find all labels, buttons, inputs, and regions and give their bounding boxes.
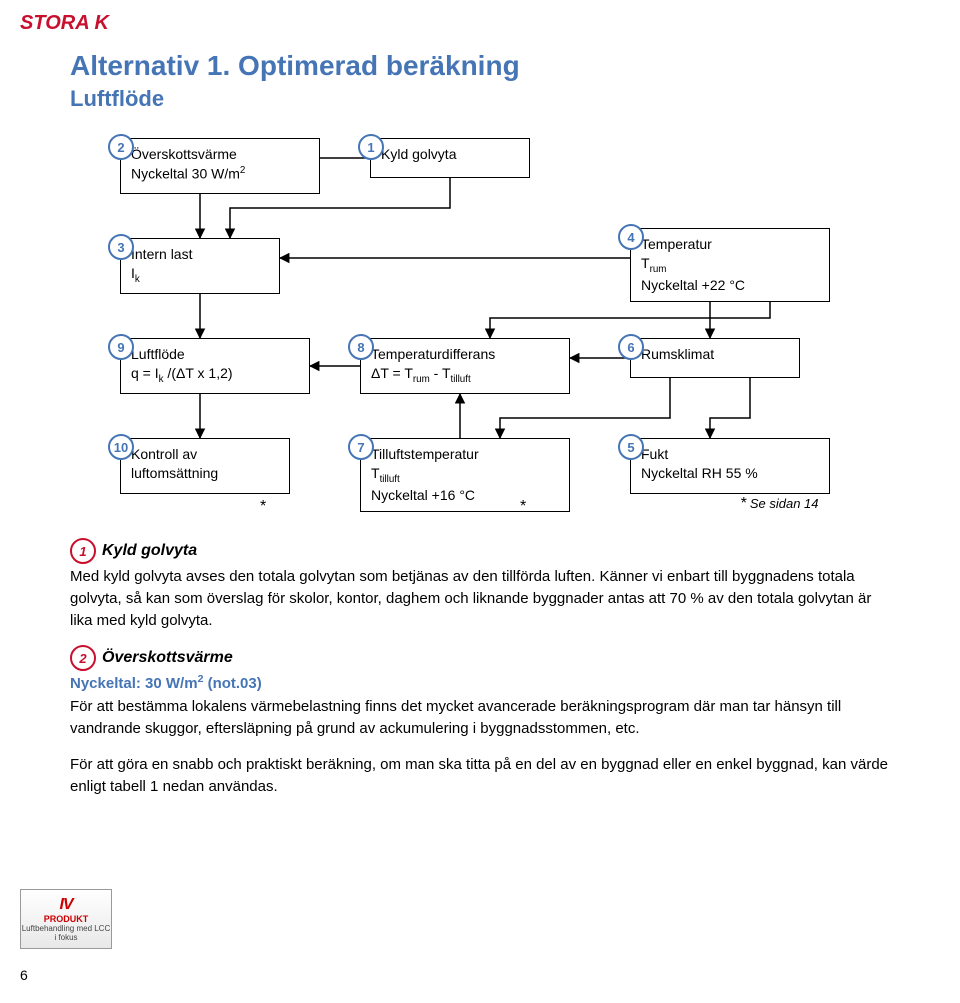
section-title: Överskottsvärme	[102, 649, 233, 667]
diagram-star: *	[260, 498, 266, 516]
node-line: Kontroll av	[131, 445, 279, 464]
footnote: * Se sidan 14	[740, 495, 819, 513]
section-title: Kyld golvyta	[102, 542, 197, 560]
node-n6: Rumsklimat	[630, 338, 800, 378]
section-head: 2 Överskottsvärme	[70, 645, 890, 671]
node-line: Fukt	[641, 445, 819, 464]
node-line: Överskottsvärme	[131, 145, 309, 164]
flowchart: ÖverskottsvärmeNyckeltal 30 W/m22Kyld go…	[70, 128, 850, 508]
section-number: 1	[70, 538, 96, 564]
section-number: 2	[70, 645, 96, 671]
logo-big: IV	[59, 896, 72, 914]
footnote-star: *	[740, 495, 746, 512]
node-number: 9	[108, 334, 134, 360]
node-number: 1	[358, 134, 384, 160]
edge-n4-n8	[490, 300, 710, 338]
node-n8: TemperaturdifferansΔT = Trum - Ttilluft	[360, 338, 570, 394]
node-number: 3	[108, 234, 134, 260]
section-paragraph: Med kyld golvyta avses den totala golvyt…	[70, 566, 890, 631]
node-n3: Intern lastIk	[120, 238, 280, 294]
node-line: Tilluftstemperatur	[371, 445, 559, 464]
footer-logo: IV PRODUKT Luftbehandling med LCC i foku…	[20, 889, 112, 949]
body-sections: 1 Kyld golvyta Med kyld golvyta avses den …	[70, 538, 890, 797]
node-line: Nyckeltal +16 °C	[371, 486, 559, 505]
section-nyckel: Nyckeltal: 30 W/m2 (not.03)	[70, 673, 890, 692]
node-line: Luftflöde	[131, 345, 299, 364]
edge-n4-n6	[710, 300, 770, 338]
page: STORA K Alternativ 1. Optimerad beräknin…	[0, 0, 960, 1003]
node-number: 8	[348, 334, 374, 360]
node-n7: TilluftstemperaturTtilluftNyckeltal +16 …	[360, 438, 570, 512]
node-line: q = Ik /(ΔT x 1,2)	[131, 364, 299, 386]
edge-n6-n5	[710, 378, 750, 438]
node-line: Trum	[641, 254, 819, 276]
node-line: Temperatur	[641, 235, 819, 254]
section-head: 1 Kyld golvyta	[70, 538, 890, 564]
node-line: Ik	[131, 264, 269, 286]
node-number: 5	[618, 434, 644, 460]
page-number: 6	[20, 967, 28, 983]
node-n10: Kontroll avluftomsättning	[120, 438, 290, 494]
node-line: Nyckeltal +22 °C	[641, 276, 819, 295]
node-number: 4	[618, 224, 644, 250]
node-line: Nyckeltal RH 55 %	[641, 464, 819, 483]
node-line: Nyckeltal 30 W/m2	[131, 164, 309, 184]
node-n4: TemperaturTrumNyckeltal +22 °C	[630, 228, 830, 302]
node-line: Temperaturdifferans	[371, 345, 559, 364]
node-number: 6	[618, 334, 644, 360]
section-paragraph: För att bestämma lokalens värmebelastnin…	[70, 696, 890, 740]
node-n5: FuktNyckeltal RH 55 %	[630, 438, 830, 494]
section-paragraph: För att göra en snabb och praktiskt berä…	[70, 754, 890, 798]
brand-title: STORA K	[20, 12, 109, 35]
node-line: luftomsättning	[131, 464, 279, 483]
logo-tag: Luftbehandling med LCC i fokus	[21, 924, 111, 942]
page-subtitle: Luftflöde	[70, 86, 890, 112]
node-n9: Luftflödeq = Ik /(ΔT x 1,2)	[120, 338, 310, 394]
node-line: Ttilluft	[371, 464, 559, 486]
diagram-star: *	[520, 498, 526, 516]
node-line: Kyld golvyta	[381, 145, 519, 164]
node-line: Rumsklimat	[641, 345, 789, 364]
node-number: 2	[108, 134, 134, 160]
logo-sub: PRODUKT	[44, 914, 89, 924]
node-n2: ÖverskottsvärmeNyckeltal 30 W/m2	[120, 138, 320, 194]
node-line: Intern last	[131, 245, 269, 264]
node-n1: Kyld golvyta	[370, 138, 530, 178]
node-number: 7	[348, 434, 374, 460]
page-title: Alternativ 1. Optimerad beräkning	[70, 50, 890, 82]
node-line: ΔT = Trum - Ttilluft	[371, 364, 559, 386]
node-number: 10	[108, 434, 134, 460]
footnote-text: Se sidan 14	[750, 496, 819, 511]
